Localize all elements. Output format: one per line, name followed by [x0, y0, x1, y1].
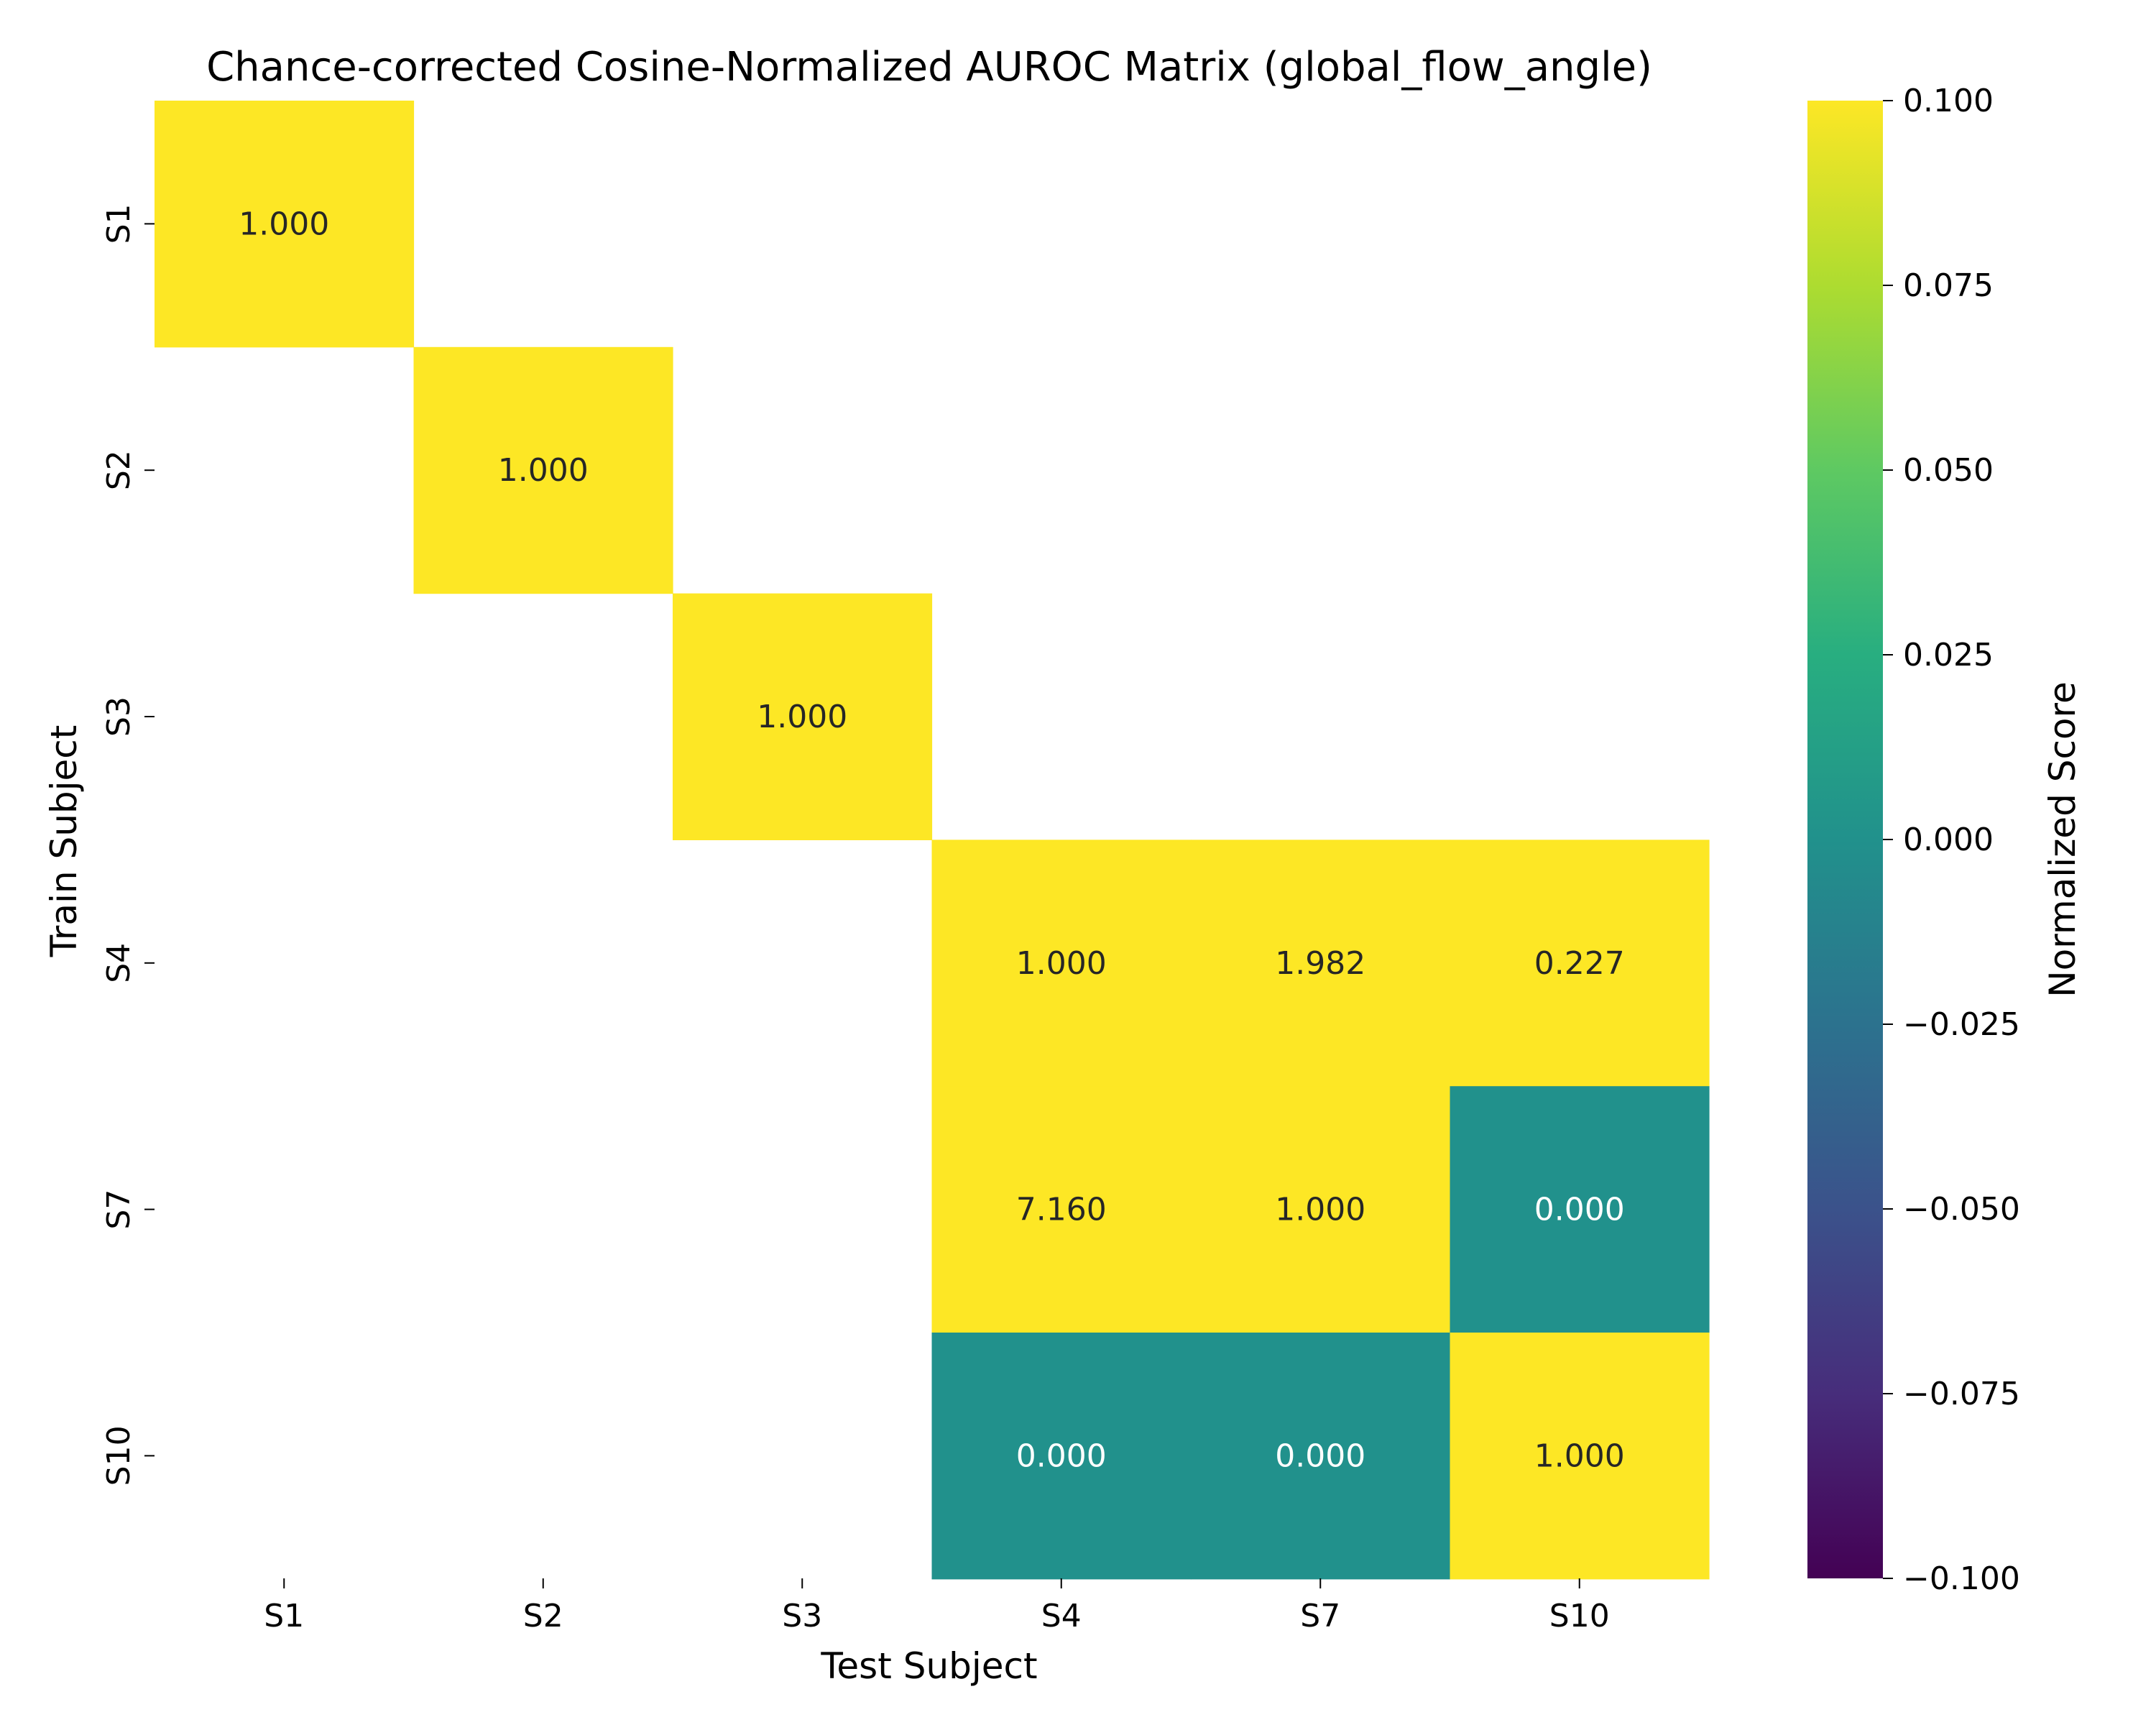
cell-value-label: 1.000	[1534, 1438, 1625, 1474]
colorbar-tick-label: −0.075	[1903, 1376, 2020, 1412]
heatmap-cell	[1450, 1086, 1710, 1333]
colorbar-tick-label: −0.025	[1903, 1006, 2020, 1043]
colorbar-tick-label: −0.050	[1903, 1191, 2020, 1228]
heatmap-cell	[931, 840, 1192, 1087]
y-tick-label: S1	[101, 203, 137, 244]
heatmap-cell	[1191, 1333, 1451, 1580]
heatmap-cells	[155, 101, 1710, 1580]
heatmap-cell	[931, 1333, 1192, 1580]
heatmap-cell	[931, 1086, 1192, 1333]
cell-value-label: 1.000	[1016, 945, 1107, 982]
cell-value-label: 0.000	[1534, 1192, 1625, 1228]
cell-value-label: 7.160	[1016, 1192, 1107, 1228]
y-tick-label: S10	[101, 1425, 137, 1486]
x-tick-label: S3	[782, 1598, 822, 1634]
heatmap-cell	[1450, 840, 1710, 1087]
chart-title: Chance-corrected Cosine-Normalized AUROC…	[206, 44, 1652, 91]
heatmap-cell	[673, 593, 933, 840]
y-tick-label: S4	[101, 943, 137, 983]
heatmap-cell	[1450, 1333, 1710, 1580]
heatmap-cell-labels: 1.000 1.000 1.000 1.000 1.982 0.227 7.160 1.000…	[239, 206, 1624, 1474]
x-tick-label: S4	[1041, 1598, 1082, 1634]
x-tick-label: S2	[523, 1598, 563, 1634]
y-tick-label: S3	[101, 696, 137, 737]
colorbar-tick-label: 0.000	[1903, 822, 1994, 858]
colorbar-tick-label: −0.100	[1903, 1560, 2020, 1597]
cell-value-label: 1.000	[757, 699, 847, 735]
colorbar	[1807, 101, 1883, 1578]
x-axis-label: Test Subject	[820, 1645, 1037, 1687]
x-tick-label: S1	[264, 1598, 304, 1634]
x-tick-label: S10	[1549, 1598, 1610, 1634]
y-tick-label: S2	[101, 450, 137, 490]
cell-value-label: 1.982	[1275, 945, 1365, 982]
y-axis-label: Train Subject	[43, 725, 85, 958]
x-tick-label: S7	[1300, 1598, 1340, 1634]
colorbar-tick-label: 0.100	[1903, 83, 1994, 119]
heatmap-cell	[413, 346, 673, 594]
heatmap-cell	[155, 101, 415, 348]
cell-value-label: 1.000	[498, 452, 589, 489]
cell-value-label: 1.000	[1275, 1192, 1365, 1228]
colorbar-ticks: 0.100 0.075 0.050 0.025 0.000 −0.025 −0.050 −0.…	[1883, 83, 2020, 1597]
colorbar-label: Normalized Score	[2042, 681, 2083, 997]
cell-value-label: 0.227	[1534, 945, 1625, 982]
colorbar-tick-label: 0.025	[1903, 637, 1994, 673]
colorbar-tick-label: 0.075	[1903, 267, 1994, 304]
y-axis-ticks: S1 S2 S3 S4 S7 S10	[101, 203, 155, 1486]
cell-value-label: 0.000	[1016, 1438, 1107, 1474]
colorbar-tick-label: 0.050	[1903, 452, 1994, 489]
heatmap-cell	[1191, 1086, 1451, 1333]
cell-value-label: 1.000	[239, 206, 329, 242]
y-tick-label: S7	[101, 1190, 137, 1230]
heatmap-cell	[1191, 840, 1451, 1087]
cell-value-label: 0.000	[1275, 1438, 1365, 1474]
x-axis-ticks: S1 S2 S3 S4 S7 S10	[264, 1578, 1610, 1634]
